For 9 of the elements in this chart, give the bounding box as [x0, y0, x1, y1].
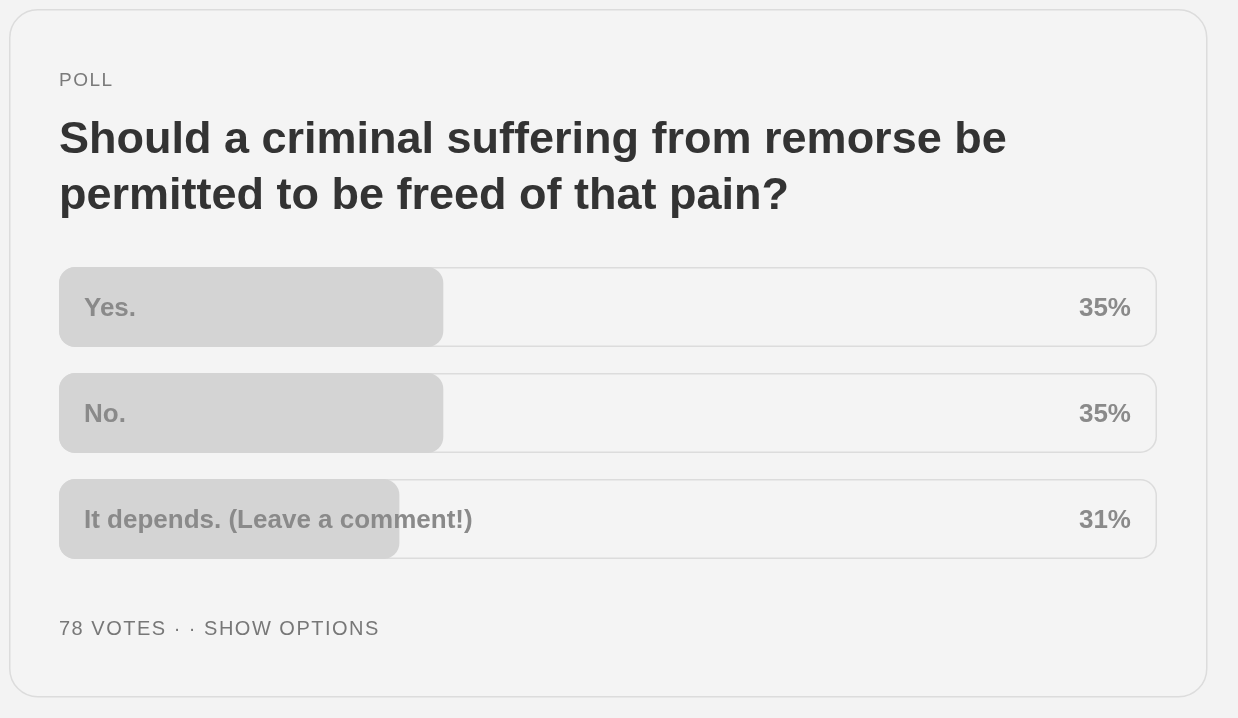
data-label: 35% — [1078, 398, 1131, 429]
chart-title: Should a criminal suffering from remorse be permitted to be freed of that pain? — [59, 112, 1007, 219]
data-label: 35% — [1078, 292, 1131, 323]
y-tick-label: Yes. — [84, 292, 137, 323]
chart-subtitle: POLL — [59, 69, 114, 90]
y-tick-label: No. — [84, 398, 126, 429]
text: 78 VOTES · · SHOW OPTIONS — [59, 617, 380, 639]
data-label: 31% — [1078, 504, 1131, 535]
y-tick-label: It depends. (Leave a comment!) — [84, 504, 473, 535]
